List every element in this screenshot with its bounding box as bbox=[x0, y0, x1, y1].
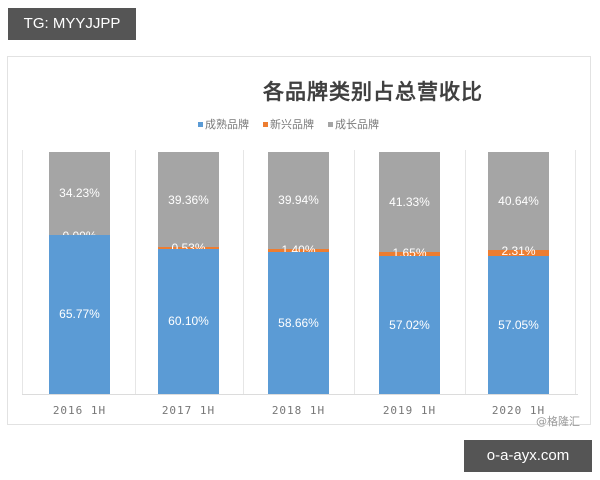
x-axis-tick-label: 2018 1H bbox=[271, 404, 326, 417]
bar-segment: 39.36% bbox=[158, 152, 219, 248]
legend-item-mature: 成熟品牌 bbox=[198, 116, 249, 132]
data-label: 39.36% bbox=[168, 192, 209, 207]
bar-segment: 34.23% bbox=[49, 152, 110, 235]
category-divider bbox=[354, 150, 355, 394]
data-label: 65.77% bbox=[59, 307, 100, 322]
data-label: 40.64% bbox=[498, 194, 539, 209]
legend-swatch-mature-icon bbox=[198, 121, 203, 127]
stacked-bar: 34.23%0.00%65.77% bbox=[49, 152, 110, 394]
legend-swatch-emerging-icon bbox=[263, 121, 268, 127]
category-divider bbox=[465, 150, 466, 394]
stacked-bar: 40.64% 2.31% 57.05% bbox=[488, 152, 549, 394]
legend-item-growth: 成长品牌 bbox=[328, 116, 379, 132]
category-divider bbox=[135, 150, 136, 394]
x-axis-line bbox=[22, 394, 578, 395]
stacked-bar: 39.94% 1.40% 58.66% bbox=[268, 152, 329, 394]
x-axis-tick-label: 2019 1H bbox=[382, 404, 437, 417]
legend-label: 新兴品牌 bbox=[270, 118, 314, 131]
x-axis-tick-label: 2020 1H bbox=[491, 404, 546, 417]
data-label: 57.02% bbox=[389, 317, 430, 332]
data-label: 58.66% bbox=[278, 315, 319, 330]
x-axis-tick-label: 2017 1H bbox=[161, 404, 216, 417]
bar-segment: 65.77% bbox=[49, 234, 110, 394]
chart-title: 各品牌类别占总营收比 bbox=[263, 80, 483, 104]
plot-area: 34.23%0.00%65.77% 39.36%0.53%60.10% 39.94%… bbox=[22, 150, 578, 395]
stacked-bar: 39.36%0.53%60.10% bbox=[158, 152, 219, 394]
bar-segment: 58.66% bbox=[268, 252, 329, 394]
data-label: 39.94% bbox=[278, 193, 319, 208]
bar-segment: 57.02% bbox=[379, 256, 440, 394]
data-label: 57.05% bbox=[498, 317, 539, 332]
bar-segment: 2.31% bbox=[488, 244, 549, 258]
legend-item-emerging: 新兴品牌 bbox=[263, 116, 314, 132]
category-divider bbox=[243, 150, 244, 394]
bar-segment: 60.10% bbox=[158, 248, 219, 394]
category-divider bbox=[22, 150, 23, 394]
stacked-bar: 41.33% 1.65% 57.02% bbox=[379, 152, 440, 394]
category-divider bbox=[575, 150, 576, 394]
data-label: 60.10% bbox=[168, 314, 209, 329]
x-axis-tick-label: 2016 1H bbox=[52, 404, 107, 417]
bar-segment: 41.33% bbox=[379, 152, 440, 253]
bar-segment: 39.94% bbox=[268, 152, 329, 249]
data-label: 34.23% bbox=[59, 186, 100, 201]
tg-watermark-badge: TG: MYYJJPP bbox=[8, 8, 136, 40]
source-watermark: @格隆汇 bbox=[536, 415, 580, 428]
chart-legend: 成熟品牌 新兴品牌 成长品牌 bbox=[198, 116, 379, 132]
bar-segment: 40.64% bbox=[488, 152, 549, 251]
site-watermark-badge: o-a-ayx.com bbox=[464, 440, 592, 472]
legend-label: 成长品牌 bbox=[335, 118, 379, 131]
data-label: 2.31% bbox=[501, 244, 536, 259]
legend-label: 成熟品牌 bbox=[205, 118, 249, 131]
legend-swatch-growth-icon bbox=[328, 121, 333, 127]
data-label: 41.33% bbox=[389, 195, 430, 209]
bar-segment: 57.05% bbox=[488, 255, 549, 394]
